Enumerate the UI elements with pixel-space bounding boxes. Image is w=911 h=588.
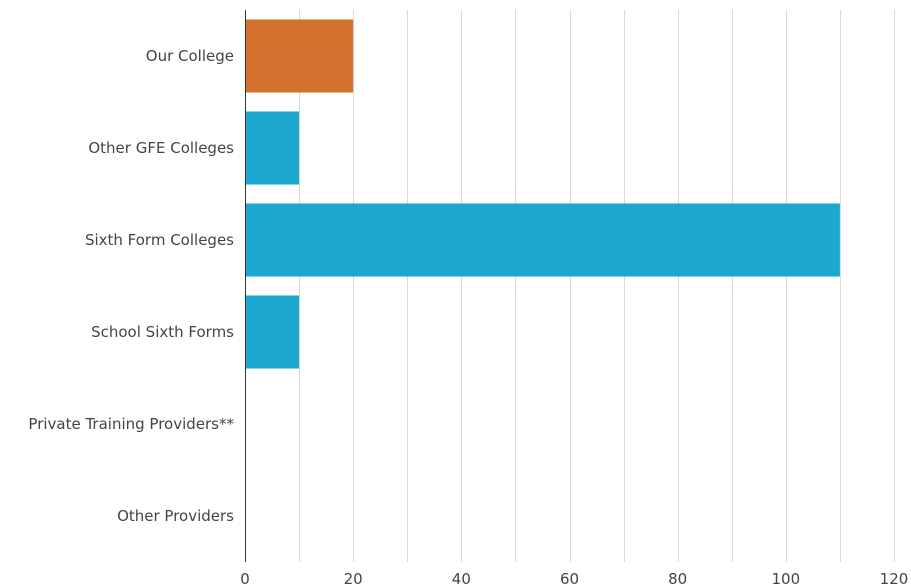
category-label: Our College [146, 47, 234, 65]
bar-school-sixth-forms [245, 295, 300, 369]
category-labels: Our College Other GFE Colleges Sixth Form … [28, 47, 234, 525]
x-tick-label: 80 [668, 570, 687, 588]
x-tick-label: 40 [452, 570, 471, 588]
bar-other-gfe-colleges [245, 111, 300, 185]
gridlines [299, 10, 895, 562]
x-tick-label: 60 [560, 570, 579, 588]
category-label: Other Providers [117, 507, 234, 525]
bar-our-college [245, 19, 354, 93]
x-tick-label: 0 [240, 570, 250, 588]
category-label: Sixth Form Colleges [85, 231, 234, 249]
category-label: Other GFE Colleges [88, 139, 234, 157]
x-tick-labels: 0 20 40 60 80 100 120 [240, 570, 908, 588]
bar-sixth-form-colleges [245, 203, 840, 277]
category-label: Private Training Providers** [28, 415, 234, 433]
x-tick-label: 100 [772, 570, 801, 588]
bars [245, 19, 840, 369]
x-tick-label: 120 [880, 570, 909, 588]
x-tick-label: 20 [344, 570, 363, 588]
category-label: School Sixth Forms [91, 323, 234, 341]
